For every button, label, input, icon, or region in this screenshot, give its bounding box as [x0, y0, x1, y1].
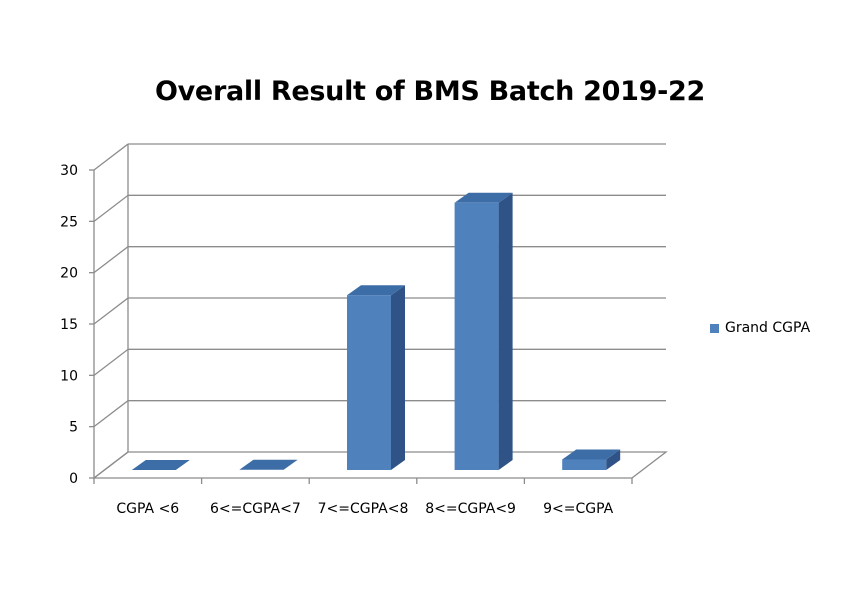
y-tick-label: 0	[69, 471, 78, 487]
bar-top	[131, 460, 190, 470]
side-gridline	[93, 400, 129, 428]
bars	[131, 192, 621, 471]
bar	[562, 449, 621, 470]
legend-label: Grand CGPA	[725, 320, 811, 336]
bar-top	[347, 285, 405, 296]
side-gridline	[93, 194, 129, 222]
floor	[92, 451, 668, 479]
bar-side	[498, 192, 513, 471]
x-tick-label: CGPA <6	[116, 501, 179, 517]
bar	[131, 460, 190, 470]
y-tick-label: 25	[60, 214, 78, 230]
bar-top	[239, 459, 298, 470]
side-gridline	[93, 297, 129, 325]
y-tick-label: 15	[60, 317, 78, 333]
bar-top	[562, 449, 621, 460]
bar	[347, 285, 405, 470]
bar-side	[391, 285, 405, 470]
x-tick-label: 9<=CGPA	[543, 501, 614, 517]
legend: Grand CGPA	[710, 320, 810, 336]
axes	[89, 144, 668, 484]
x-tick-label: 8<=CGPA<9	[425, 501, 516, 517]
bar-side	[283, 459, 298, 470]
bar-front	[562, 459, 607, 470]
bar-top	[454, 192, 513, 203]
bar-side	[606, 449, 621, 470]
tick-labels: 0 5 10 15 20 25 30 CGPA <6 6<=CGPA<7 7<=CGPA<8 8<=…	[60, 163, 614, 517]
chart-title: Overall Result of BMS Batch 2019-22	[154, 76, 705, 107]
bar	[239, 459, 298, 470]
bar-front	[454, 202, 499, 471]
y-tick-label: 10	[60, 368, 78, 384]
side-gridline	[93, 348, 129, 376]
bar	[454, 192, 513, 471]
side-gridline	[93, 143, 129, 171]
x-tick-label: 6<=CGPA<7	[210, 501, 301, 517]
legend-swatch	[710, 323, 719, 333]
x-tick-label: 7<=CGPA<8	[318, 501, 409, 517]
bar-front	[347, 295, 391, 470]
side-gridline	[93, 246, 129, 274]
y-tick-label: 20	[60, 266, 78, 282]
y-tick-label: 30	[60, 163, 78, 179]
y-tick-label: 5	[69, 420, 78, 436]
